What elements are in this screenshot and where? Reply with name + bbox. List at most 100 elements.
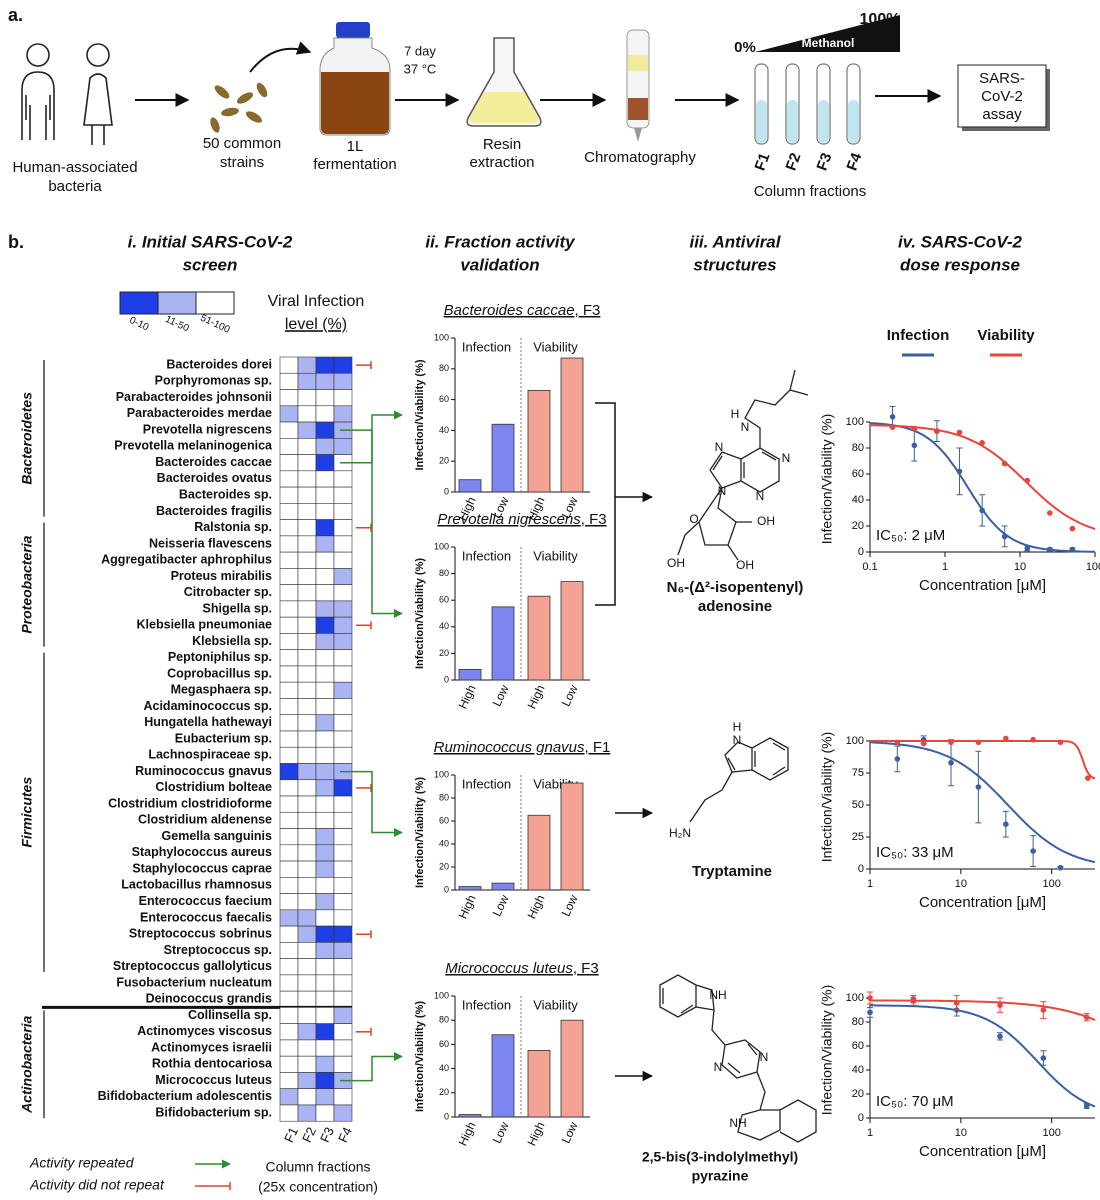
heatmap-cell: [315, 974, 335, 992]
strain-label: Collinsella sp.: [188, 1008, 272, 1022]
heatmap-cell: [333, 584, 353, 602]
heatmap-cell: [333, 633, 353, 650]
y-tick-label: 20: [439, 648, 449, 658]
heatmap-cell: [279, 1007, 299, 1024]
annotation: IC₅₀: 33 μM: [876, 844, 954, 861]
step-label: 1L: [347, 138, 364, 155]
y-tick-label: 80: [439, 363, 449, 373]
strain-label: Shigella sp.: [203, 601, 272, 615]
heatmap-cell: [333, 958, 353, 976]
heatmap-cell: [297, 356, 317, 374]
heatmap-cell: [279, 746, 299, 764]
legend-label: 0-10: [128, 315, 151, 334]
heatmap-cell: [279, 600, 299, 618]
x-tick-label: 0.1: [862, 561, 877, 573]
atom-label: N: [718, 484, 727, 498]
title-species: Ruminococcus gnavus: [434, 739, 585, 756]
bar: [560, 782, 584, 891]
key-label: Activity did not repeat: [29, 1177, 165, 1193]
data-point: [953, 1000, 960, 1006]
heatmap-cell: [297, 665, 317, 683]
x-tick-label: Low: [490, 892, 512, 918]
heatmap-cell: [333, 665, 353, 683]
title-fraction: , F3: [573, 960, 599, 977]
heatmap-cell: [315, 1039, 335, 1057]
heatmap-cell: [333, 990, 353, 1008]
panel-label: a.: [8, 5, 23, 25]
y-axis-title: Infection/Viability (%): [819, 985, 835, 1115]
x-tick-label: Low: [559, 1119, 581, 1145]
heatmap-cell: [333, 535, 353, 553]
step-label: Chromatography: [584, 149, 696, 166]
strain-label: Peptoniphilus sp.: [168, 650, 272, 664]
heatmap-cell: [333, 616, 353, 634]
heatmap-cell: [315, 551, 335, 569]
bar: [491, 882, 515, 891]
heatmap-cell: [315, 1023, 335, 1041]
tubes: [754, 63, 861, 145]
heading: ii. Fraction activity: [425, 232, 576, 251]
y-tick-label: 40: [852, 1064, 864, 1076]
strain-label: Parabacteroides merdae: [127, 406, 272, 420]
y-tick-label: 0: [858, 1112, 864, 1124]
phylum-label: Actinobacteria: [19, 1015, 35, 1113]
data-point: [1047, 546, 1053, 553]
strain-label: Bacteroides caccae: [155, 455, 272, 469]
flask-icon: [466, 37, 542, 127]
heatmap-cell: [279, 795, 299, 813]
y-axis-title: Infection/Viability (%): [414, 558, 426, 669]
heatmap-cell: [279, 811, 299, 829]
data-point: [1024, 477, 1031, 484]
title-species: Micrococcus luteus: [445, 960, 573, 977]
step-label: bacteria: [48, 178, 102, 195]
heatmap-cell: [333, 470, 353, 488]
data-point: [1040, 1007, 1047, 1013]
heading: i. Initial SARS-CoV-2: [128, 232, 293, 251]
atom-label: N: [715, 440, 724, 454]
structure-adenosine: H N N N N N O OH OH OH N₆-(Δ²-isopenteny…: [667, 369, 809, 615]
annotation: IC₅₀: 70 μM: [876, 1093, 954, 1110]
heatmap-cell: [333, 860, 353, 878]
heatmap-cell: [315, 763, 335, 781]
legend-label: Viability: [977, 327, 1035, 344]
y-tick-label: 40: [439, 838, 449, 848]
heatmap-cell: [297, 437, 317, 455]
heatmap-cell: [315, 893, 335, 911]
heatmap-cell: [315, 779, 335, 797]
connectors: [595, 402, 654, 1082]
step-label: Column fractions: [754, 183, 867, 200]
data-point: [911, 442, 918, 449]
heatmap-cell: [333, 372, 353, 390]
heatmap-cell: [279, 958, 299, 976]
heatmap-cell: [279, 877, 299, 894]
heatmap-cell: [315, 990, 335, 1008]
gradient-solvent: Methanol: [802, 36, 855, 50]
heatmap-cell: [315, 909, 335, 927]
strain-label: Acidaminococcus sp.: [143, 699, 272, 713]
x-tick-label: High: [524, 683, 547, 711]
y-tick-label: 50: [852, 799, 864, 811]
y-tick-label: 0: [444, 1111, 449, 1121]
assay-box: [957, 64, 1047, 128]
legend-swatch: [119, 291, 159, 315]
atom-label: O: [689, 512, 698, 526]
strain-label: Actinomyces israelii: [151, 1040, 272, 1054]
bar: [560, 1019, 584, 1118]
compound-name: Tryptamine: [692, 863, 772, 880]
x-tick-label: High: [524, 1120, 547, 1148]
heatmap-cell: [297, 372, 317, 390]
y-tick-label: 80: [852, 442, 864, 454]
heatmap-cell: [315, 372, 335, 390]
heatmap-cell: [297, 503, 317, 520]
atom-label: H: [733, 720, 742, 734]
strain-label: Proteus mirabilis: [171, 569, 272, 583]
heatmap-cell: [279, 486, 299, 504]
data-point: [1085, 775, 1091, 781]
heatmap-cell: [333, 356, 353, 374]
atom-label: N: [756, 489, 765, 503]
y-tick-label: 60: [852, 468, 864, 480]
heatmap-cell: [279, 633, 299, 650]
heatmap-cell: [297, 486, 317, 504]
heatmap-cell: [333, 1104, 353, 1122]
heatmap-cell: [315, 421, 335, 439]
